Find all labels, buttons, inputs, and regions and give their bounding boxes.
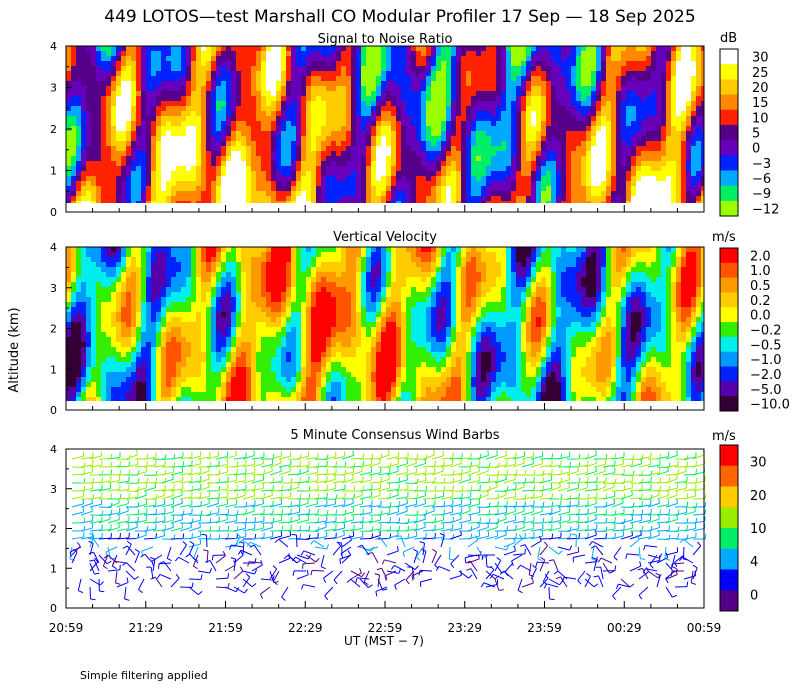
- panel-2-y-tick-label: 4: [50, 241, 57, 254]
- colorbar-3-swatch: [720, 486, 738, 508]
- x-tick-label: 00:29: [607, 621, 642, 635]
- colorbar-1-swatch: [720, 94, 738, 111]
- colorbar-1-swatch: [720, 124, 738, 141]
- colorbar-3-swatch: [720, 569, 738, 591]
- colorbar-1-label: 20: [752, 81, 769, 96]
- colorbar2-unit: m/s: [712, 230, 736, 245]
- x-tick-label: 20:59: [49, 621, 84, 635]
- colorbar3-unit: m/s: [712, 429, 736, 444]
- colorbar-3-swatch: [720, 590, 738, 612]
- x-tick-label: 00:59: [687, 621, 722, 635]
- panel3-title: 5 Minute Consensus Wind Barbs: [290, 428, 499, 443]
- colorbar-2-swatch: [720, 248, 738, 264]
- panel-2-y-tick-label: 3: [50, 282, 57, 295]
- panel-3-y-tick-label: 0: [50, 602, 57, 615]
- panel1-title: Signal to Noise Ratio: [318, 32, 453, 47]
- colorbar-2-label: −2.0: [750, 368, 782, 383]
- colorbar-1-label: 0: [752, 142, 760, 157]
- colorbar-2-label: −0.5: [750, 338, 782, 353]
- panel-3-y-tick-label: 4: [50, 443, 57, 456]
- colorbar-2-label: 0.5: [750, 279, 771, 294]
- colorbar-2-label: −1.0: [750, 353, 782, 368]
- colorbar-2-swatch: [720, 277, 738, 293]
- colorbar-1-label: −3: [752, 157, 771, 172]
- colorbar-1-swatch: [720, 200, 738, 217]
- colorbar-1-swatch: [720, 79, 738, 96]
- panel-2-y-tick-label: 2: [50, 323, 57, 336]
- colorbar-2-label: −0.2: [750, 324, 782, 339]
- panel-3-y-tick-label: 1: [50, 562, 57, 575]
- colorbar-1-swatch: [720, 170, 738, 187]
- panel-1-y-tick-label: 1: [50, 165, 57, 178]
- x-tick-label: 22:29: [288, 621, 323, 635]
- colorbar-1-label: −12: [752, 202, 779, 217]
- footnote: Simple filtering applied: [80, 669, 208, 682]
- colorbar-3-label: 30: [750, 456, 767, 471]
- colorbar-1-label: 15: [752, 96, 769, 111]
- colorbar-2-label: 1.0: [750, 264, 771, 279]
- x-tick-label: 23:59: [527, 621, 562, 635]
- colorbar-1-label: −6: [752, 172, 771, 187]
- panel-1-y-tick-label: 2: [50, 123, 57, 136]
- panel-2-y-tick-label: 0: [50, 404, 57, 417]
- colorbar-3-swatch: [720, 445, 738, 467]
- colorbar-2-swatch: [720, 322, 738, 338]
- colorbar-2-swatch: [720, 396, 738, 412]
- panel-2-y-tick-label: 1: [50, 363, 57, 376]
- panel-3-y-tick-label: 2: [50, 523, 57, 536]
- panel-3-y-tick-label: 3: [50, 483, 57, 496]
- colorbar-2-swatch: [720, 336, 738, 353]
- colorbar-2-swatch: [720, 307, 738, 323]
- colorbar-3-label: 20: [750, 489, 767, 504]
- panel-1-y-tick-label: 4: [50, 40, 57, 53]
- colorbar-1-label: 10: [752, 111, 769, 126]
- colorbar-3-swatch: [720, 507, 738, 529]
- colorbar-2-label: −10.0: [750, 398, 790, 413]
- axes: 0 1 2 3 4 0 1 2 3 4 0 1 2 3 4 20:59 21:29 21:59 22:29 22:59…: [49, 40, 722, 635]
- panel2-title: Vertical Velocity: [333, 230, 437, 245]
- x-tick-label: 23:29: [447, 621, 482, 635]
- panel-3-frame: [65, 448, 705, 609]
- colorbar1-unit: dB: [720, 31, 737, 46]
- snr-heatmap: [66, 46, 704, 203]
- figure-title: 449 LOTOS—test Marshall CO Modular Profi…: [104, 7, 695, 27]
- colorbar-3-swatch: [720, 528, 738, 550]
- colorbar-2-swatch: [720, 366, 738, 382]
- colorbar-2-swatch: [720, 381, 738, 397]
- colorbar-2-label: 0.0: [750, 309, 771, 324]
- colorbar-3-label: 0: [750, 588, 758, 603]
- x-tick-label: 21:29: [128, 621, 163, 635]
- colorbar-1-swatch: [720, 49, 738, 65]
- y-axis-label: Altitude (km): [7, 307, 22, 392]
- colorbars: 302520151050−3−6−9−122.01.00.50.20.0−0.2…: [719, 48, 790, 612]
- colorbar-1-swatch: [720, 140, 738, 156]
- colorbar-1-label: −9: [752, 187, 771, 202]
- x-tick-label: 21:59: [208, 621, 243, 635]
- colorbar-2-label: 0.2: [750, 294, 771, 309]
- colorbar-1-swatch: [720, 64, 738, 80]
- colorbar-1-label: 5: [752, 127, 760, 142]
- wind-barbs: [69, 449, 707, 601]
- colorbar-3-label: 10: [750, 522, 767, 537]
- colorbar-2-label: −5.0: [750, 383, 782, 398]
- colorbar-2-swatch: [720, 262, 738, 279]
- colorbar-2-label: 2.0: [750, 249, 771, 264]
- panel-1-y-tick-label: 0: [50, 206, 57, 219]
- colorbar-1-swatch: [720, 185, 738, 202]
- x-tick-label: 22:59: [368, 621, 403, 635]
- colorbar-1-label: 25: [752, 66, 769, 81]
- colorbar-3-swatch: [720, 548, 738, 570]
- colorbar-2-swatch: [720, 351, 738, 368]
- colorbar-2-swatch: [720, 292, 738, 308]
- x-axis-label: UT (MST − 7): [344, 634, 424, 648]
- panel-1-y-tick-label: 3: [50, 82, 57, 95]
- colorbar-3-swatch: [720, 465, 738, 487]
- colorbar-3-label: 4: [750, 555, 758, 570]
- colorbar-1-swatch: [720, 109, 738, 126]
- colorbar-1-label: 30: [752, 51, 769, 66]
- colorbar-1-swatch: [720, 155, 738, 171]
- velocity-heatmap: [66, 247, 704, 401]
